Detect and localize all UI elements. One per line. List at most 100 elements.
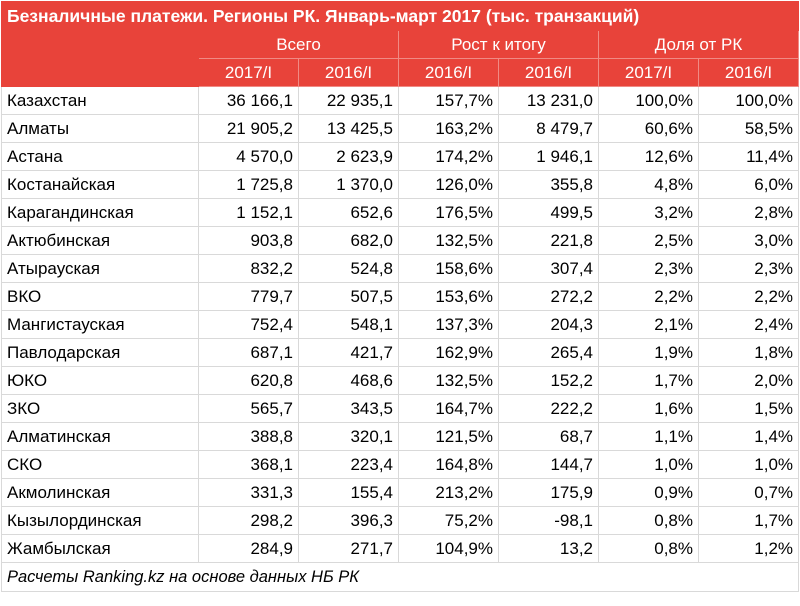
value-cell: 223,4 [298,450,399,479]
value-cell: 126,0% [398,170,499,199]
value-cell: 104,9% [398,534,499,563]
value-cell: 265,4 [498,338,599,367]
value-cell: -98,1 [498,506,599,535]
value-cell: 307,4 [498,254,599,283]
region-name: Актюбинская [1,226,199,255]
value-cell: 524,8 [298,254,399,283]
value-cell: 3,2% [598,198,699,227]
value-cell: 137,3% [398,310,499,339]
region-name: ЮКО [1,366,199,395]
value-cell: 468,6 [298,366,399,395]
value-cell: 499,5 [498,198,599,227]
value-cell: 222,2 [498,394,599,423]
subheader-row: 2017/I 2016/I 2016/I 2016/I 2017/I 2016/… [2,58,800,87]
value-cell: 779,7 [198,282,299,311]
value-cell: 1,4% [697,422,800,451]
value-cell: 164,8% [398,450,499,479]
value-cell: 2,8% [697,198,800,227]
region-name: ВКО [1,282,199,311]
table-row: Карагандинская 1 152,1 652,6 176,5% 499,5 3,2… [1,198,800,227]
value-cell: 176,5% [398,198,499,227]
table-row: ЮКО 620,8 468,6 132,5% 152,2 1,7% 2,0% [1,366,800,395]
table-row: Мангистауская 752,4 548,1 137,3% 204,3 2,1% 2,… [1,310,800,339]
value-cell: 2,5% [598,226,699,255]
value-cell: 682,0 [298,226,399,255]
value-cell: 22 935,1 [298,86,399,115]
value-cell: 1,0% [697,450,800,479]
value-cell: 832,2 [198,254,299,283]
value-cell: 652,6 [298,198,399,227]
value-cell: 158,6% [398,254,499,283]
value-cell: 1 725,8 [198,170,299,199]
value-cell: 507,5 [298,282,399,311]
value-cell: 396,3 [298,506,399,535]
footer-row: Расчеты Ranking.kz на основе данных НБ Р… [0,562,800,592]
value-cell: 343,5 [298,394,399,423]
value-cell: 100,0% [598,86,699,115]
table-row: Акмолинская 331,3 155,4 213,2% 175,9 0,9% 0,7% [1,478,800,507]
value-cell: 132,5% [398,226,499,255]
group-header-total: Всего [198,30,399,59]
value-cell: 6,0% [697,170,800,199]
value-cell: 355,8 [498,170,599,199]
group-header-growth: Рост к итогу [398,30,599,59]
value-cell: 1,8% [697,338,800,367]
value-cell: 548,1 [298,310,399,339]
value-cell: 36 166,1 [198,86,299,115]
table-row: Костанайская 1 725,8 1 370,0 126,0% 355,8 4,8… [1,170,800,199]
region-header-blank [1,30,199,87]
value-cell: 2,1% [598,310,699,339]
value-cell: 284,9 [198,534,299,563]
table-row: Жамбылская 284,9 271,7 104,9% 13,2 0,8% 1,2% [1,534,800,563]
title-row: Безналичные платежи. Регионы РК. Январь-… [0,1,800,31]
value-cell: 153,6% [398,282,499,311]
region-name: Жамбылская [1,534,199,563]
table-row: Алматы 21 905,2 13 425,5 163,2% 8 479,7 60,6%… [1,114,800,143]
table-row: Казахстан 36 166,1 22 935,1 157,7% 13 231,0 1… [1,86,800,115]
region-name: Алматинская [1,422,199,451]
value-cell: 155,4 [298,478,399,507]
value-cell: 272,2 [498,282,599,311]
value-cell: 903,8 [198,226,299,255]
value-cell: 298,2 [198,506,299,535]
value-cell: 0,8% [598,534,699,563]
value-cell: 331,3 [198,478,299,507]
value-cell: 2,3% [697,254,800,283]
value-cell: 157,7% [398,86,499,115]
value-cell: 1,6% [598,394,699,423]
subheader: 2017/I [598,58,699,87]
value-cell: 2,2% [697,282,800,311]
value-cell: 11,4% [697,142,800,171]
value-cell: 132,5% [398,366,499,395]
value-cell: 8 479,7 [498,114,599,143]
value-cell: 12,6% [598,142,699,171]
value-cell: 752,4 [198,310,299,339]
table-row: Атырауская 832,2 524,8 158,6% 307,4 2,3% 2,3% [1,254,800,283]
value-cell: 620,8 [198,366,299,395]
table-row: Актюбинская 903,8 682,0 132,5% 221,8 2,5% 3,0% [1,226,800,255]
group-header-row: Всего Рост к итогу Доля от РК [1,30,800,87]
value-cell: 388,8 [198,422,299,451]
value-cell: 75,2% [398,506,499,535]
value-cell: 1,7% [598,366,699,395]
value-cell: 4 570,0 [198,142,299,171]
value-cell: 163,2% [398,114,499,143]
value-cell: 1 946,1 [498,142,599,171]
value-cell: 2 623,9 [298,142,399,171]
region-name: Павлодарская [1,338,199,367]
region-name: Алматы [1,114,199,143]
value-cell: 68,7 [498,422,599,451]
value-cell: 1,1% [598,422,699,451]
value-cell: 58,5% [697,114,800,143]
value-cell: 3,0% [697,226,800,255]
value-cell: 13,2 [498,534,599,563]
value-cell: 162,9% [398,338,499,367]
value-cell: 21 905,2 [198,114,299,143]
value-cell: 1,0% [598,450,699,479]
value-cell: 565,7 [198,394,299,423]
subheader: 2016/I [398,58,499,87]
region-name: Казахстан [1,86,199,115]
value-cell: 0,7% [697,478,800,507]
region-name: ЗКО [1,394,199,423]
